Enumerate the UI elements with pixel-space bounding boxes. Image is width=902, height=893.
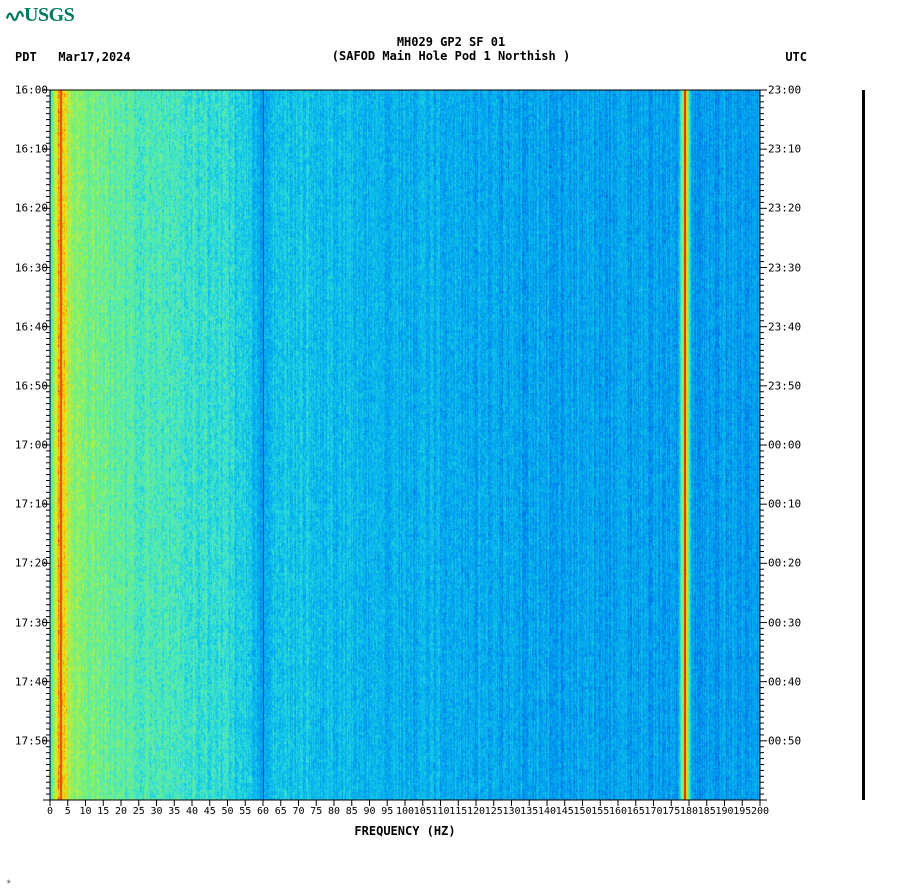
x-tick-label: 0 (47, 806, 53, 817)
y-right-label: 23:00 (768, 84, 808, 97)
x-tick-label: 65 (275, 806, 287, 817)
y-left-label: 16:40 (8, 320, 48, 333)
y-right-label: 00:20 (768, 557, 808, 570)
y-left-label: 17:00 (8, 439, 48, 452)
y-right-label: 00:30 (768, 616, 808, 629)
x-tick-label: 70 (292, 806, 304, 817)
tz-right: UTC (785, 50, 807, 64)
y-right-label: 00:00 (768, 439, 808, 452)
x-tick-label: 45 (204, 806, 216, 817)
x-tick-label: 160 (609, 806, 627, 817)
x-tick-label: 145 (556, 806, 574, 817)
x-tick-label: 200 (751, 806, 769, 817)
x-tick-label: 25 (133, 806, 145, 817)
x-tick-label: 5 (65, 806, 71, 817)
x-tick-label: 120 (467, 806, 485, 817)
y-axis-right: 23:0023:1023:2023:3023:4023:5000:0000:10… (768, 90, 808, 800)
title-line2: (SAFOD Main Hole Pod 1 Northish ) (332, 49, 570, 63)
y-left-label: 16:50 (8, 379, 48, 392)
x-tick-label: 130 (502, 806, 520, 817)
x-tick-label: 150 (573, 806, 591, 817)
y-left-label: 17:10 (8, 498, 48, 511)
y-left-label: 16:00 (8, 84, 48, 97)
y-left-label: 17:30 (8, 616, 48, 629)
header-left: PDT Mar17,2024 (15, 50, 131, 64)
colorbar-stub (862, 90, 865, 800)
x-tick-label: 195 (733, 806, 751, 817)
plot-title: MH029 GP2 SF 01 (SAFOD Main Hole Pod 1 N… (0, 35, 902, 63)
y-right-label: 00:40 (768, 675, 808, 688)
x-tick-label: 110 (431, 806, 449, 817)
x-tick-label: 165 (627, 806, 645, 817)
x-tick-label: 115 (449, 806, 467, 817)
x-tick-label: 35 (168, 806, 180, 817)
logo-text: USGS (24, 4, 74, 26)
x-axis-labels: 0510152025303540455055606570758085909510… (50, 806, 760, 820)
y-left-label: 17:20 (8, 557, 48, 570)
x-tick-label: 170 (644, 806, 662, 817)
x-tick-label: 50 (221, 806, 233, 817)
y-left-label: 16:20 (8, 202, 48, 215)
title-line1: MH029 GP2 SF 01 (397, 35, 505, 49)
y-left-label: 17:50 (8, 734, 48, 747)
y-right-label: 23:30 (768, 261, 808, 274)
y-right-label: 23:10 (768, 143, 808, 156)
y-left-label: 16:10 (8, 143, 48, 156)
y-right-label: 23:40 (768, 320, 808, 333)
y-right-label: 23:50 (768, 379, 808, 392)
x-axis-title: FREQUENCY (HZ) (50, 824, 760, 838)
x-tick-label: 95 (381, 806, 393, 817)
x-tick-label: 100 (396, 806, 414, 817)
x-tick-label: 140 (538, 806, 556, 817)
y-right-label: 23:20 (768, 202, 808, 215)
x-tick-label: 190 (715, 806, 733, 817)
x-tick-label: 105 (414, 806, 432, 817)
x-tick-label: 15 (97, 806, 109, 817)
usgs-logo: USGS (6, 4, 74, 27)
y-axis-left: 16:0016:1016:2016:3016:4016:5017:0017:10… (8, 90, 48, 800)
x-tick-label: 20 (115, 806, 127, 817)
x-tick-label: 85 (346, 806, 358, 817)
y-right-label: 00:50 (768, 734, 808, 747)
x-tick-label: 135 (520, 806, 538, 817)
y-left-label: 16:30 (8, 261, 48, 274)
x-tick-label: 180 (680, 806, 698, 817)
x-tick-label: 55 (239, 806, 251, 817)
y-left-label: 17:40 (8, 675, 48, 688)
x-tick-label: 80 (328, 806, 340, 817)
x-tick-label: 155 (591, 806, 609, 817)
y-right-label: 00:10 (768, 498, 808, 511)
spectrogram-plot (50, 90, 760, 800)
date-left: Mar17,2024 (58, 50, 130, 64)
x-tick-label: 75 (310, 806, 322, 817)
x-tick-label: 185 (698, 806, 716, 817)
footnote: * (6, 879, 11, 889)
x-tick-label: 60 (257, 806, 269, 817)
x-tick-label: 125 (485, 806, 503, 817)
x-tick-label: 175 (662, 806, 680, 817)
x-tick-label: 40 (186, 806, 198, 817)
tz-left: PDT (15, 50, 37, 64)
x-tick-label: 90 (363, 806, 375, 817)
x-tick-label: 10 (79, 806, 91, 817)
header-right: UTC (785, 50, 807, 64)
x-tick-label: 30 (150, 806, 162, 817)
spectrogram-canvas (50, 90, 760, 800)
